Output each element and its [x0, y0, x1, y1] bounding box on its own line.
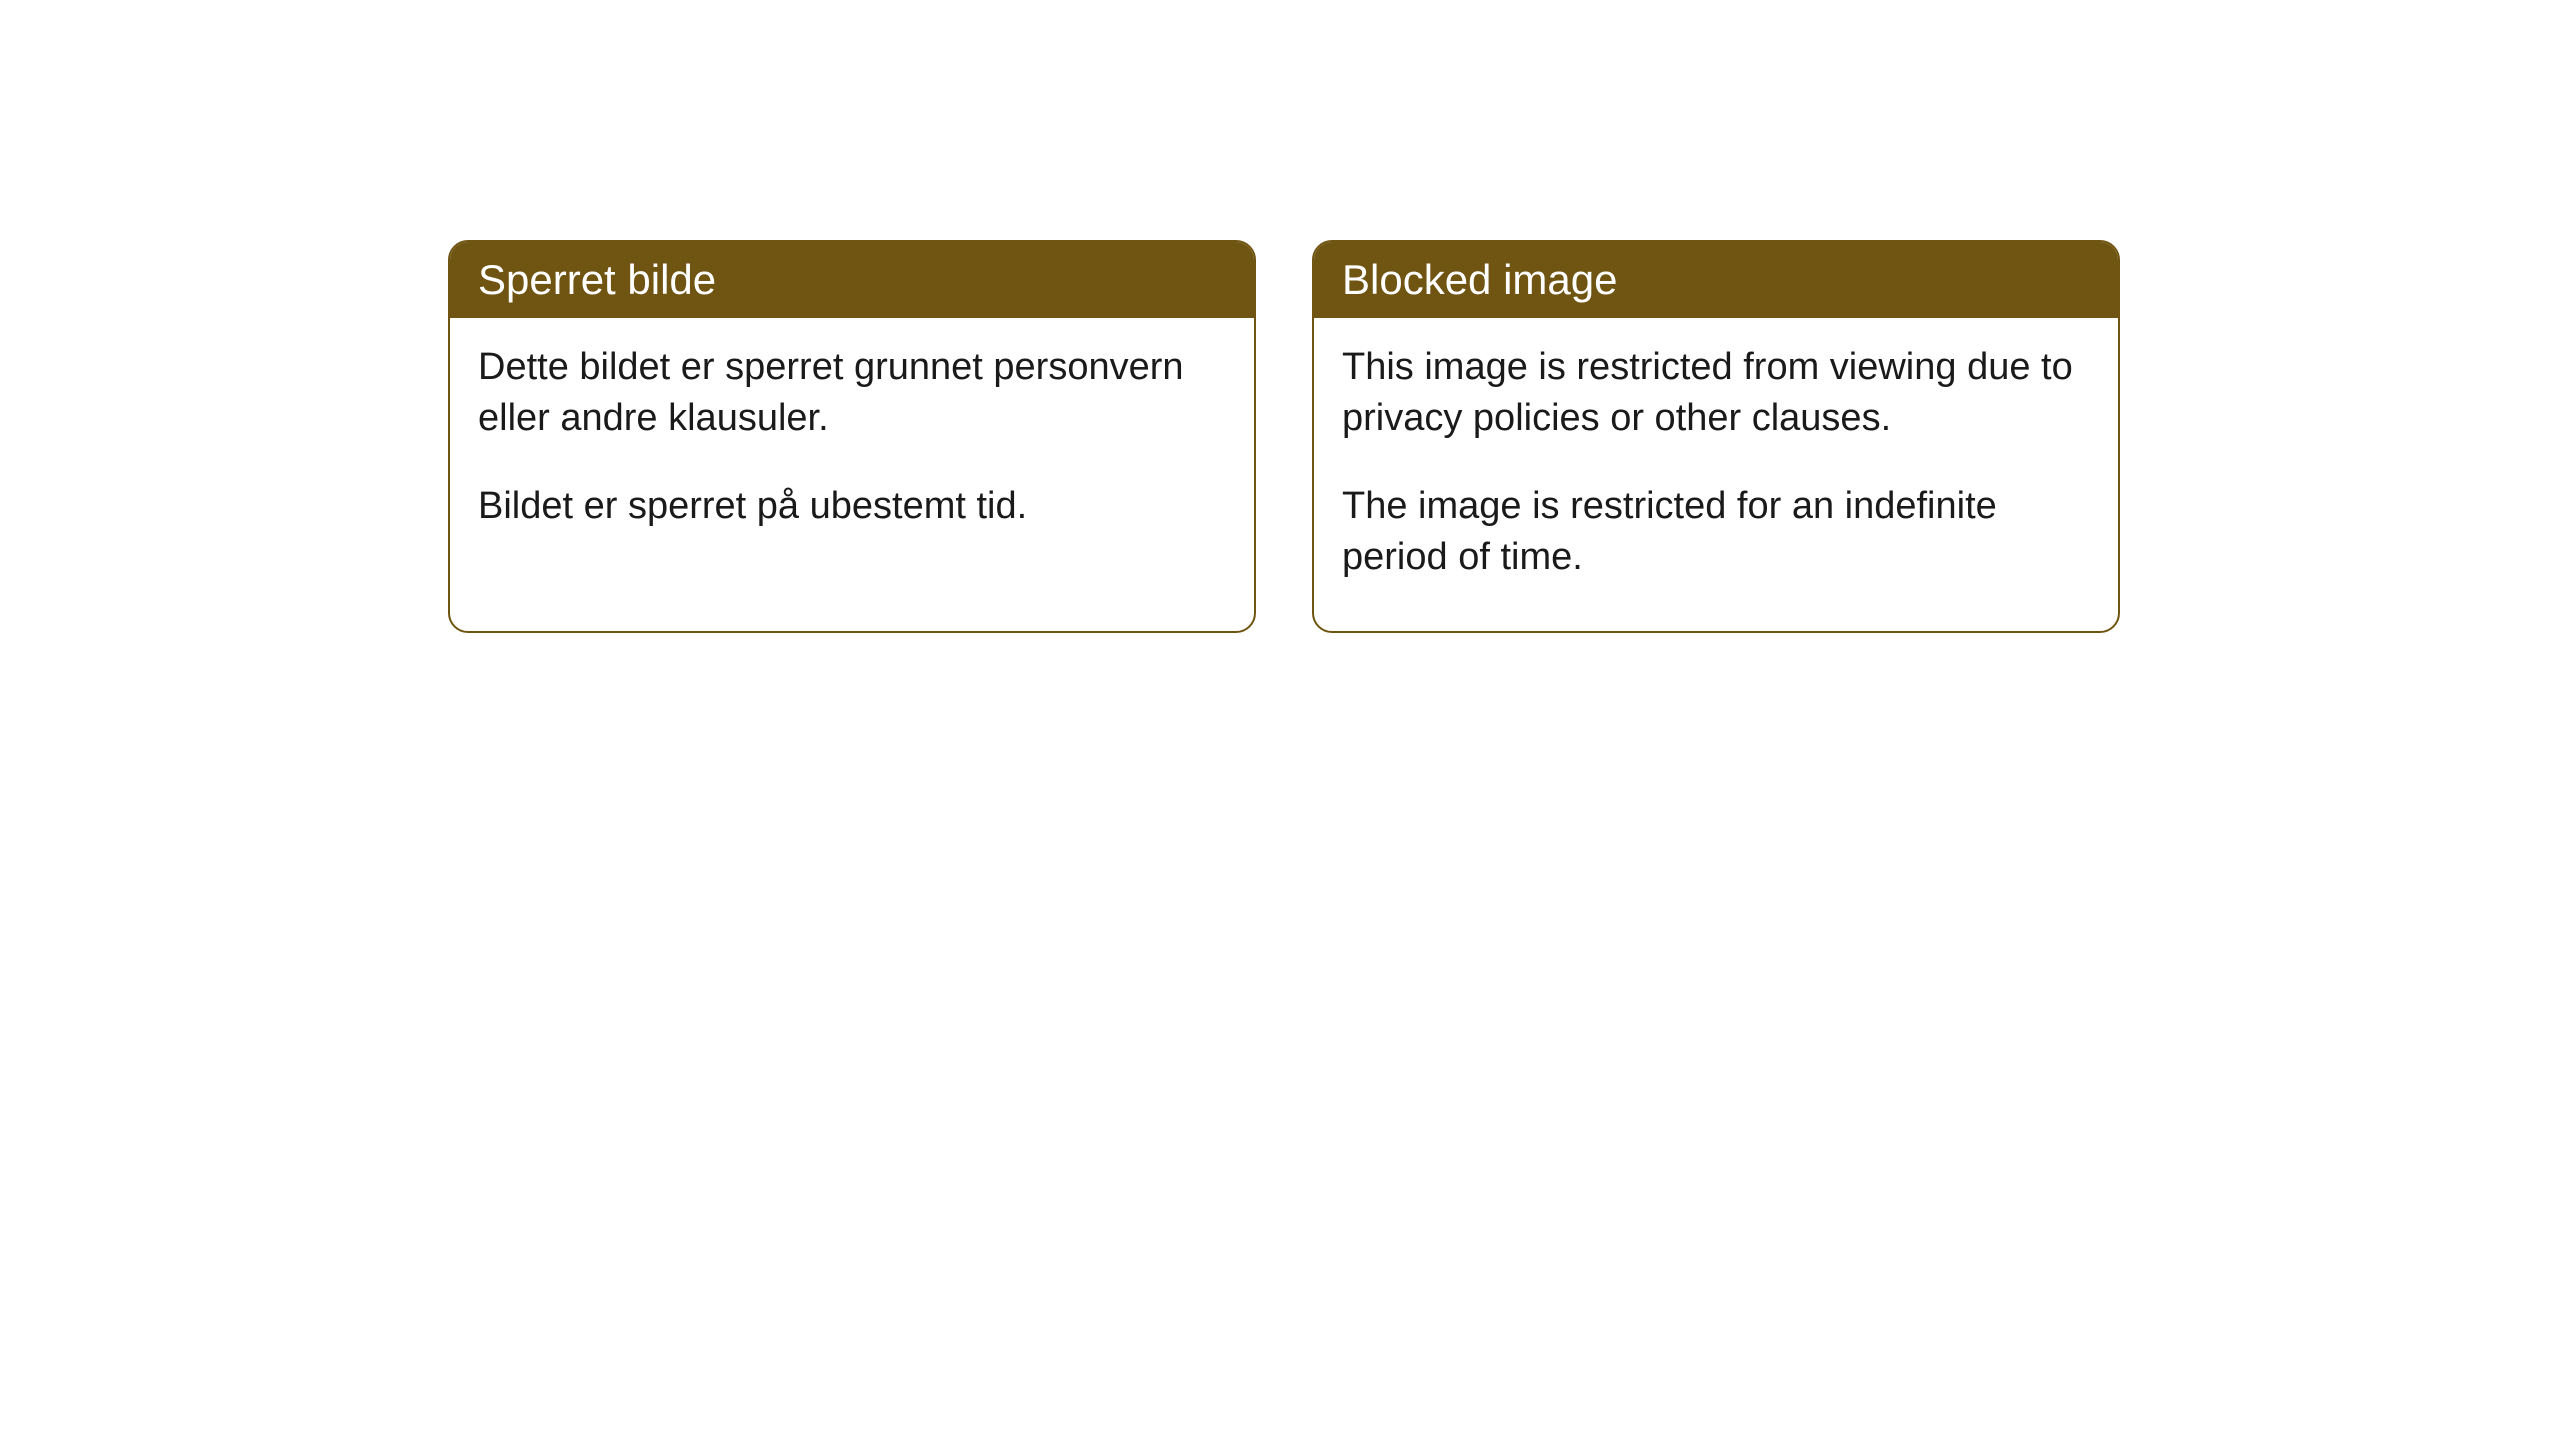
- blocked-image-card-english: Blocked image This image is restricted f…: [1312, 240, 2120, 633]
- card-header-english: Blocked image: [1314, 242, 2118, 318]
- card-body-norwegian: Dette bildet er sperret grunnet personve…: [450, 318, 1254, 580]
- card-paragraph-1-norwegian: Dette bildet er sperret grunnet personve…: [478, 342, 1226, 445]
- card-body-english: This image is restricted from viewing du…: [1314, 318, 2118, 631]
- cards-container: Sperret bilde Dette bildet er sperret gr…: [448, 240, 2560, 633]
- card-paragraph-2-english: The image is restricted for an indefinit…: [1342, 481, 2090, 584]
- card-paragraph-2-norwegian: Bildet er sperret på ubestemt tid.: [478, 481, 1226, 532]
- blocked-image-card-norwegian: Sperret bilde Dette bildet er sperret gr…: [448, 240, 1256, 633]
- card-paragraph-1-english: This image is restricted from viewing du…: [1342, 342, 2090, 445]
- card-header-norwegian: Sperret bilde: [450, 242, 1254, 318]
